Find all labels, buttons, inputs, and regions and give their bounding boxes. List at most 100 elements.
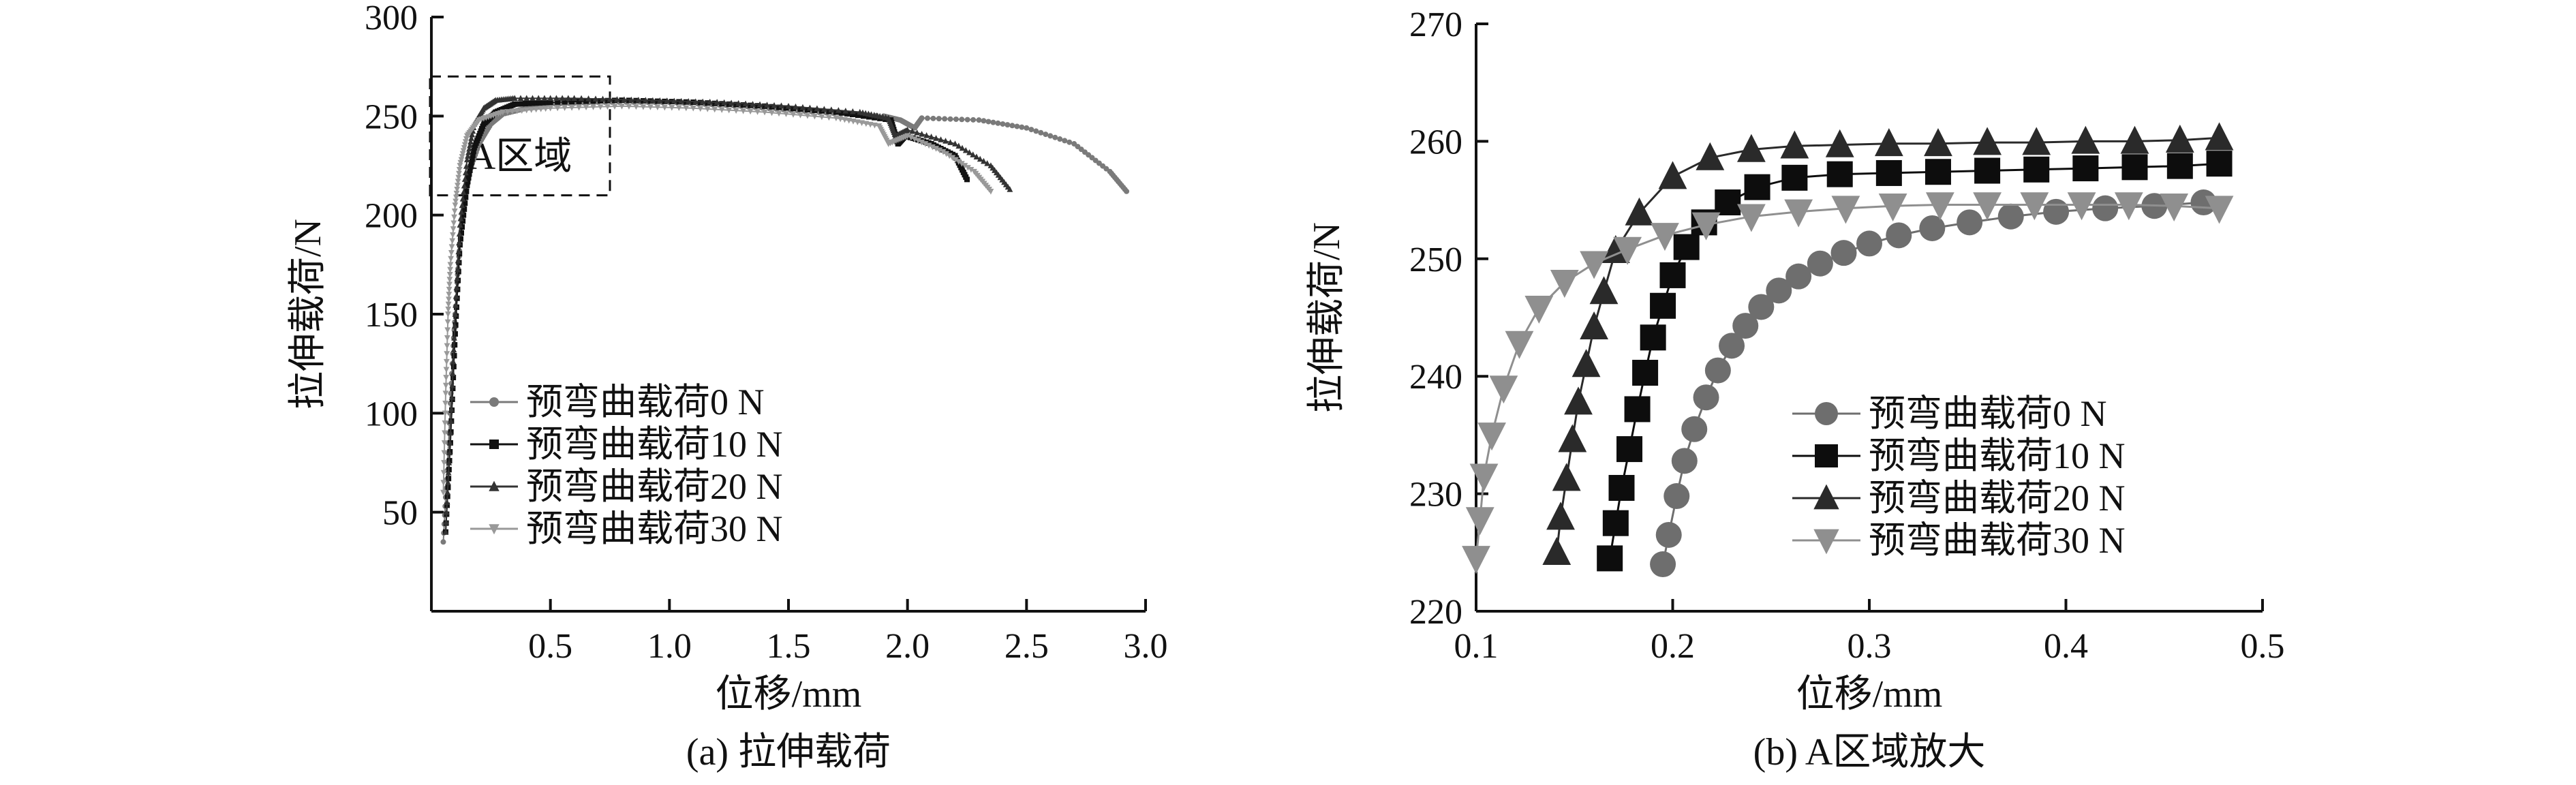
data-point (463, 136, 470, 142)
x-tick-label: 0.2 (1651, 627, 1695, 666)
data-point (842, 107, 849, 114)
data-point (455, 183, 461, 189)
data-point (526, 100, 532, 106)
data-point (1007, 186, 1013, 192)
data-point (976, 117, 982, 123)
data-point (461, 176, 468, 182)
data-point (463, 163, 470, 169)
data-point (576, 104, 582, 111)
data-point (463, 194, 469, 200)
data-point (457, 221, 463, 228)
data-point (726, 101, 732, 107)
data-point (451, 353, 457, 359)
data-point (461, 212, 467, 218)
x-tick-label: 0.3 (1847, 627, 1892, 666)
data-point (1744, 174, 1770, 200)
data-point (981, 157, 987, 164)
data-point (855, 112, 861, 119)
data-point (470, 149, 476, 155)
data-point (919, 130, 925, 137)
data-point (633, 104, 639, 110)
data-point (533, 100, 539, 106)
data-point (664, 97, 671, 104)
data-point (812, 113, 818, 120)
data-point (2023, 156, 2050, 183)
data-point (1856, 230, 1882, 257)
data-point (984, 160, 991, 166)
data-point (465, 175, 472, 181)
data-point (461, 182, 467, 189)
data-point (904, 133, 911, 140)
data-point (519, 101, 525, 107)
data-point (1825, 129, 1854, 157)
y-axis-label: 拉伸载荷/N (1306, 222, 1348, 413)
series-3 (440, 103, 994, 496)
y-tick-label: 50 (382, 494, 418, 533)
data-point (797, 112, 803, 119)
data-point (2043, 198, 2070, 225)
data-point (1732, 313, 1759, 339)
data-point (1505, 330, 1534, 359)
data-point (2071, 125, 2100, 154)
data-point (452, 342, 458, 348)
legend-label: 预弯曲载荷0 N (1869, 393, 2107, 434)
data-point (453, 194, 459, 201)
data-point (451, 214, 457, 221)
data-point (859, 120, 865, 127)
data-point (443, 358, 450, 365)
y-tick-label: 240 (1409, 358, 1462, 397)
data-point (2020, 192, 2049, 221)
x-tick-label: 0.1 (1454, 627, 1499, 666)
data-point (444, 343, 450, 350)
data-point (1038, 129, 1044, 136)
data-point (1613, 236, 1642, 265)
data-point (849, 108, 856, 114)
data-point (933, 146, 939, 152)
data-point (756, 101, 763, 108)
data-point (838, 110, 844, 116)
data-point (452, 331, 458, 337)
data-point (671, 97, 677, 104)
data-point (654, 104, 661, 111)
data-point (2022, 127, 2051, 155)
data-point (547, 95, 554, 102)
data-point (959, 144, 966, 151)
data-point (611, 97, 617, 104)
data-point (456, 166, 463, 173)
panel-caption: (b) A区域放大 (1753, 731, 1986, 773)
data-point (718, 107, 725, 113)
data-point (1580, 251, 1608, 279)
data-point (452, 311, 459, 317)
data-point (467, 167, 473, 173)
data-point (914, 129, 921, 136)
data-point (619, 103, 625, 110)
data-point (863, 121, 870, 127)
legend-item: 预弯曲载荷0 N (470, 382, 765, 422)
data-point (562, 105, 568, 111)
data-point (470, 152, 476, 158)
data-point (455, 179, 461, 185)
series-3 (1462, 192, 2234, 574)
data-point (547, 105, 554, 112)
data-point (461, 145, 467, 151)
data-point (762, 103, 768, 109)
data-point (740, 102, 746, 108)
series-2 (442, 95, 1013, 535)
data-point (452, 202, 459, 209)
data-point (943, 151, 950, 157)
data-point (538, 106, 545, 112)
data-point (1831, 196, 1860, 224)
data-point (466, 145, 472, 152)
data-point (533, 106, 540, 113)
data-point (970, 117, 977, 123)
data-point (446, 286, 453, 293)
y-tick-label: 150 (365, 296, 418, 335)
data-point (547, 99, 553, 105)
data-point (747, 108, 754, 115)
data-point (778, 102, 784, 109)
data-point (942, 116, 948, 122)
data-point (2206, 151, 2233, 177)
data-point (568, 104, 575, 111)
data-point (1564, 386, 1593, 415)
data-point (814, 105, 821, 112)
